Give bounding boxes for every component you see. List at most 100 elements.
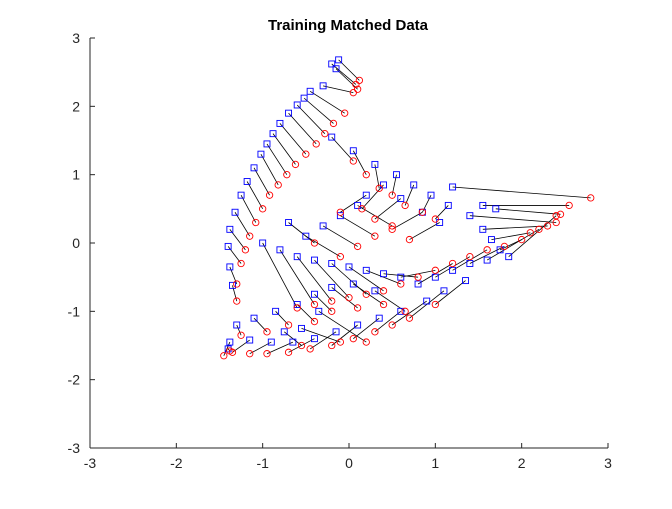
target-circle-marker [293,304,301,312]
source-square-marker [224,242,232,250]
target-circle-marker [388,222,396,230]
link-line [314,259,350,298]
link-line [491,232,531,240]
target-circle-marker [233,297,241,305]
target-circle-marker [310,317,319,326]
source-square-marker [431,273,439,281]
link-line [469,246,505,264]
source-square-marker [492,205,500,213]
target-circle-marker [431,215,439,223]
target-circle-marker [328,341,336,350]
link-line [262,242,298,309]
target-circle-marker [237,259,245,268]
target-circle-marker [371,215,379,223]
target-circle-marker [565,201,573,210]
link-line [374,311,402,333]
link-line [296,256,333,302]
target-circle-marker [552,212,560,220]
target-circle-marker [265,191,274,199]
source-square-marker [466,212,474,220]
target-circle-marker [310,239,319,247]
source-square-marker [328,60,336,68]
source-square-marker [427,191,435,199]
link-line [508,215,557,257]
y-tick-label: 2 [72,98,80,114]
target-circle-marker [283,171,291,179]
source-square-marker [397,307,405,315]
source-square-marker [285,219,293,226]
target-circle-marker [263,350,271,358]
source-square-marker [479,225,487,233]
target-circle-marker [535,225,543,233]
x-tick-label: 3 [604,455,612,471]
source-square-marker [380,181,387,189]
target-circle-marker [543,222,552,230]
source-square-marker [393,171,400,179]
link-line [340,194,367,213]
target-circle-marker [556,210,565,218]
link-line [331,63,357,85]
link-lines-group [223,59,591,356]
link-line [323,85,354,94]
x-tick-label: -2 [170,455,183,471]
source-square-marker [302,232,310,240]
target-circle-marker [321,130,329,138]
link-line [352,150,367,175]
source-square-marker [263,140,271,148]
link-line [305,235,341,258]
target-circle-marker [526,229,534,237]
link-line [391,211,423,230]
target-circle-marker [358,205,366,213]
y-tick-label: -3 [68,440,81,456]
target-circle-marker [328,297,336,305]
target-circle-marker [329,119,338,128]
x-tick-label: -1 [256,455,269,471]
target-circle-marker [246,350,254,358]
link-line [309,90,345,114]
link-line [469,215,557,223]
source-square-marker [311,335,318,343]
target-circle-marker [336,253,345,261]
source-square-marker [375,314,383,322]
source-square-marker [280,328,288,336]
target-circle-marker [263,328,271,336]
link-line [246,181,264,210]
target-circle-marker [246,232,254,240]
target-circle-marker [291,160,300,169]
link-line [331,136,354,162]
link-line [495,208,561,215]
source-square-marker [276,119,284,127]
axes-group: -3 -2 -1 0 1 2 3 -3 -2 -1 0 1 2 3 [68,30,613,471]
link-line [249,341,272,355]
link-line [435,280,466,305]
target-circle-marker [259,205,267,213]
target-circle-marker [345,294,353,302]
source-square-marker [298,324,305,332]
x-tick-label: 1 [431,455,439,471]
target-circle-marker [312,140,320,148]
source-square-marker [226,225,234,233]
source-square-marker [243,178,251,185]
link-line [260,153,279,186]
source-square-marker [231,208,239,216]
source-square-marker [436,219,444,226]
target-circle-marker [401,201,409,210]
x-tick-label: 2 [518,455,526,471]
source-square-marker [246,336,254,344]
target-circle-marker [500,242,509,251]
link-line [331,287,358,309]
link-line [353,317,380,339]
source-square-marker [335,56,343,64]
target-circle-marker [306,345,314,353]
source-square-marker [315,307,323,315]
source-square-marker [300,94,308,102]
source-square-marker [449,183,457,191]
target-circle-marker [405,235,414,244]
link-line [301,328,341,343]
source-square-marker [259,239,267,247]
source-square-marker [332,328,340,336]
target-circle-marker [397,280,405,288]
source-square-marker [293,253,301,261]
link-line [234,212,251,237]
source-square-marker [328,260,336,267]
